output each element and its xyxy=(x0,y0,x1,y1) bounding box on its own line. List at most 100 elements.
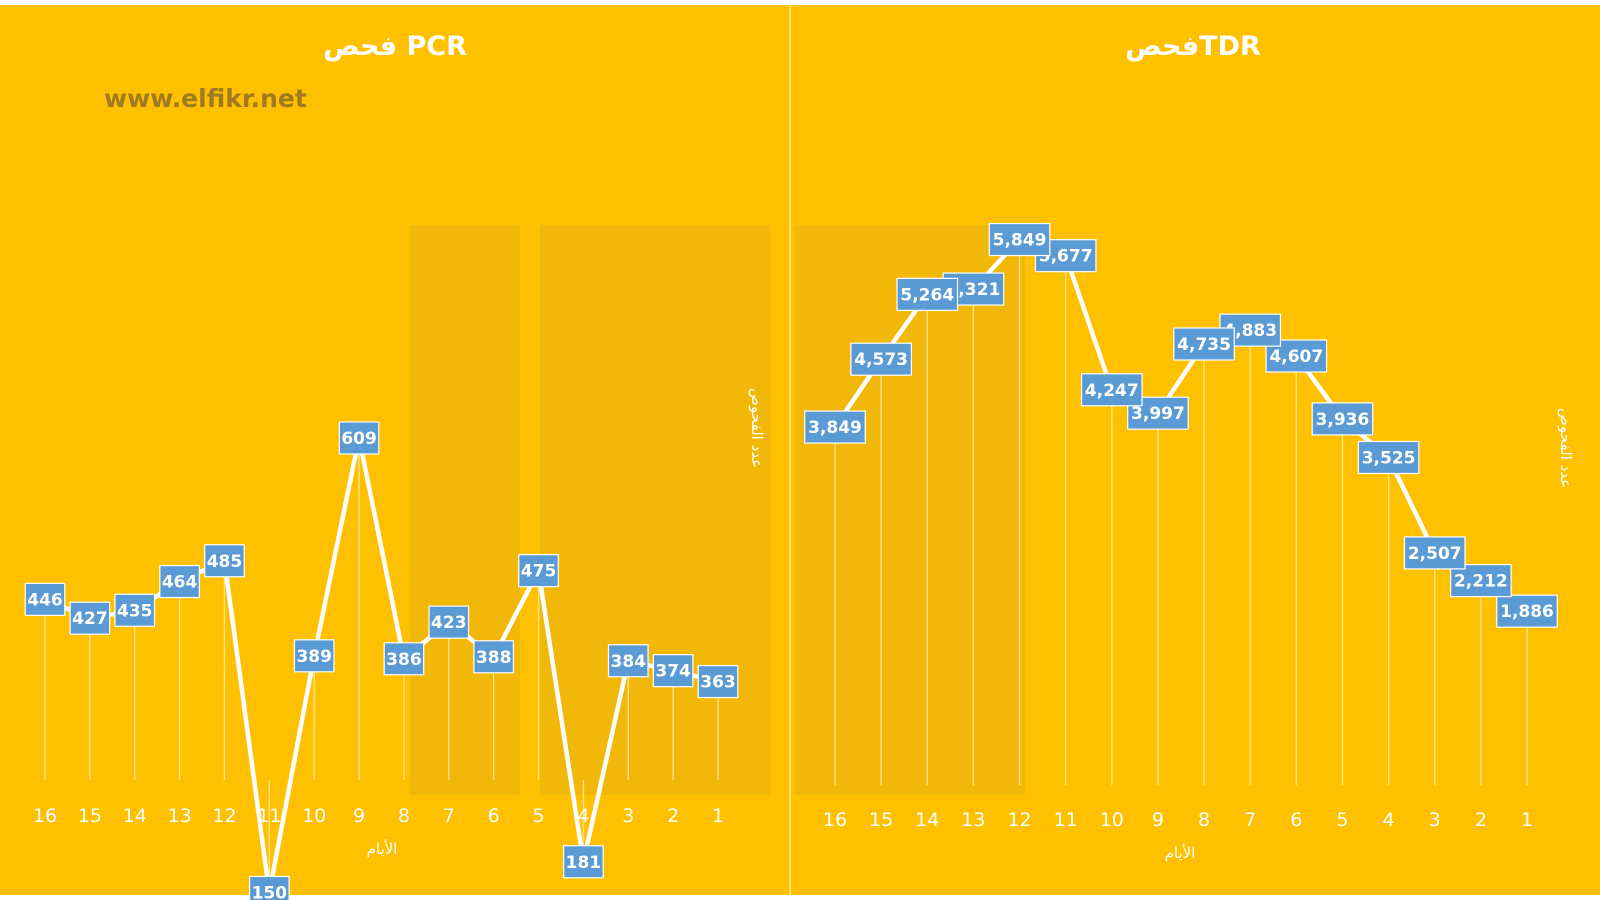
tdr-chart-panel: فحصTDR 1,886 2,212 2,507 3,525 3,936 4,607 4,8… xyxy=(791,5,1600,895)
pcr-x-tick-8: 8 xyxy=(398,805,410,827)
pcr-data-label-day-2: 374 xyxy=(652,654,694,688)
watermark-logo-block-a xyxy=(410,225,520,795)
tdr-data-label-text-8: 4,735 xyxy=(1177,335,1231,355)
tdr-data-label-text-15: 4,573 xyxy=(854,350,908,370)
tdr-data-label-day-7: 4,883 xyxy=(1219,313,1282,347)
pcr-data-label-text-12: 485 xyxy=(207,552,243,572)
tdr-data-point-10 xyxy=(1080,373,1143,407)
tdr-data-label-text-3: 2,507 xyxy=(1408,544,1462,564)
tdr-data-label-day-16: 3,849 xyxy=(804,410,866,444)
tdr-data-label-text-16: 3,849 xyxy=(808,418,862,438)
pcr-data-point-8 xyxy=(383,642,425,676)
pcr-data-label-text-15: 427 xyxy=(72,609,108,629)
tdr-x-tick-9: 9 xyxy=(1152,809,1164,831)
pcr-x-tick-15: 15 xyxy=(78,805,102,827)
pcr-data-label-day-9: 609 xyxy=(338,421,380,455)
pcr-data-point-14 xyxy=(114,593,156,627)
pcr-x-tick-10: 10 xyxy=(302,805,326,827)
tdr-data-point-14 xyxy=(896,277,959,311)
tdr-chart-title: فحصTDR xyxy=(1125,31,1261,62)
tdr-x-tick-4: 4 xyxy=(1383,809,1395,831)
tdr-x-tick-3: 3 xyxy=(1429,809,1441,831)
pcr-data-label-text-13: 464 xyxy=(162,573,198,593)
pcr-data-label-text-4: 181 xyxy=(566,853,602,873)
pcr-data-label-day-5: 475 xyxy=(518,554,559,588)
tdr-data-point-16 xyxy=(804,410,866,444)
tdr-data-label-day-4: 3,525 xyxy=(1357,440,1420,475)
tdr-data-label-day-12: 5,849 xyxy=(988,222,1051,257)
tdr-data-point-12 xyxy=(988,222,1051,257)
pcr-data-label-text-10: 389 xyxy=(296,647,332,667)
tdr-data-point-8 xyxy=(1173,327,1235,361)
pcr-data-label-text-8: 386 xyxy=(386,650,422,670)
tdr-data-label-text-1: 1,886 xyxy=(1500,602,1554,622)
tdr-data-label-day-8: 4,735 xyxy=(1173,327,1235,361)
pcr-data-point-3 xyxy=(607,644,649,678)
tdr-data-label-day-1: 1,886 xyxy=(1496,594,1558,628)
pcr-series-line xyxy=(42,435,721,895)
pcr-y-axis-label: عدد الفحوص xyxy=(748,388,766,468)
tdr-data-label-day-3: 2,507 xyxy=(1403,536,1466,570)
tdr-data-label-text-6: 4,607 xyxy=(1269,347,1323,367)
tdr-x-tick-1: 1 xyxy=(1521,809,1533,831)
tdr-x-tick-2: 2 xyxy=(1475,809,1487,831)
tdr-x-tick-5: 5 xyxy=(1336,809,1348,831)
pcr-data-label-text-3: 384 xyxy=(611,652,647,672)
pcr-chart-background xyxy=(0,5,790,895)
pcr-data-label-day-8: 386 xyxy=(383,642,425,676)
tdr-data-label-text-10: 4,247 xyxy=(1085,381,1139,401)
tdr-data-point-2 xyxy=(1450,563,1512,598)
pcr-x-tick-11: 11 xyxy=(257,805,281,827)
pcr-data-point-12 xyxy=(204,544,245,578)
tdr-x-tick-10: 10 xyxy=(1100,809,1124,831)
tdr-data-label-text-11: 5,677 xyxy=(1039,247,1093,267)
pcr-data-point-2 xyxy=(652,654,694,688)
tdr-data-label-text-5: 3,936 xyxy=(1316,410,1370,430)
tdr-x-tick-12: 12 xyxy=(1007,809,1031,831)
pcr-data-point-1 xyxy=(697,664,739,699)
tdr-data-label-text-14: 5,264 xyxy=(900,285,954,305)
pcr-data-point-4 xyxy=(563,845,604,879)
tdr-data-labels: 1,886 2,212 2,507 3,525 3,936 4,607 4,8834,735… xyxy=(804,222,1558,628)
tdr-data-label-text-9: 3,997 xyxy=(1131,404,1185,424)
pcr-x-tick-5: 5 xyxy=(532,805,544,827)
pcr-x-tick-14: 14 xyxy=(123,805,147,827)
pcr-data-label-day-7: 423 xyxy=(428,605,470,639)
pcr-data-labels: 3633743841814753884233866093891504854644… xyxy=(24,421,739,900)
tdr-data-label-text-4: 3,525 xyxy=(1362,448,1416,468)
tdr-data-label-day-15: 4,573 xyxy=(850,342,912,376)
pcr-x-tick-9: 9 xyxy=(353,805,365,827)
tdr-chart-background xyxy=(791,5,1600,895)
tdr-x-tick-15: 15 xyxy=(869,809,893,831)
pcr-data-point-16 xyxy=(24,582,66,616)
tdr-x-tick-13: 13 xyxy=(961,809,985,831)
tdr-x-tick-7: 7 xyxy=(1244,809,1256,831)
pcr-data-label-day-10: 389 xyxy=(293,639,335,673)
pcr-data-label-text-5: 475 xyxy=(521,562,557,582)
tdr-x-tick-6: 6 xyxy=(1290,809,1302,831)
pcr-x-tick-13: 13 xyxy=(168,805,192,827)
tdr-data-label-text-13: 5,321 xyxy=(947,280,1001,300)
pcr-x-axis-label: الأيام xyxy=(367,839,398,858)
pcr-data-label-text-16: 446 xyxy=(27,590,63,610)
tdr-data-point-15 xyxy=(850,342,912,376)
pcr-x-tick-2: 2 xyxy=(667,805,679,827)
tdr-data-label-text-2: 2,212 xyxy=(1454,572,1508,592)
tdr-x-tick-8: 8 xyxy=(1198,809,1210,831)
pcr-chart-title: فحص PCR xyxy=(323,31,467,62)
pcr-data-point-10 xyxy=(293,639,335,673)
pcr-data-label-day-12: 485 xyxy=(204,544,245,578)
pcr-data-label-day-11: 150 xyxy=(248,875,290,900)
tdr-x-tick-16: 16 xyxy=(823,809,847,831)
pcr-x-tick-6: 6 xyxy=(488,805,500,827)
pcr-data-point-6 xyxy=(473,640,515,674)
pcr-gridlines xyxy=(44,437,719,893)
pcr-x-tick-7: 7 xyxy=(443,805,455,827)
pcr-data-label-text-7: 423 xyxy=(431,613,467,633)
pcr-data-label-day-13: 464 xyxy=(159,564,200,599)
pcr-line-series xyxy=(42,435,721,895)
pcr-data-label-day-14: 435 xyxy=(114,593,156,627)
